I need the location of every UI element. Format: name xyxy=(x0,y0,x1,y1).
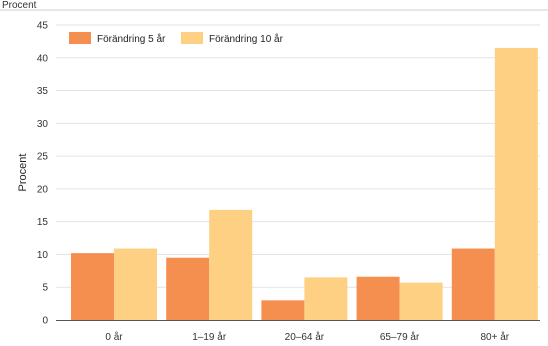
x-tick-label: 80+ år xyxy=(480,331,509,343)
legend-swatch-10yr xyxy=(181,32,203,44)
y-tick-label: 20 xyxy=(37,184,49,195)
y-axis-title: Procent xyxy=(17,154,29,192)
gridlines xyxy=(56,24,540,288)
legend-label-5yr: Förändring 5 år xyxy=(97,33,166,45)
y-tick-label: 10 xyxy=(37,250,49,261)
bar-5yr-0 xyxy=(71,253,114,320)
x-axis-ticks: 0 år 1–19 år 20–64 år 65–79 år 80+ år xyxy=(105,331,509,343)
x-tick-label: 65–79 år xyxy=(380,331,420,343)
y-tick-label: 5 xyxy=(42,283,48,294)
legend: Förändring 5 år Förändring 10 år xyxy=(69,32,284,45)
y-tick-label: 45 xyxy=(37,21,49,32)
x-tick-label: 1–19 år xyxy=(192,331,227,343)
top-unit-label: Procent xyxy=(2,0,37,11)
bar-5yr-1 xyxy=(166,257,210,320)
x-tick-label: 20–64 år xyxy=(285,331,325,343)
y-tick-label: 0 xyxy=(42,316,48,327)
y-tick-label: 30 xyxy=(37,119,49,130)
bar-5yr-3 xyxy=(356,276,400,320)
legend-swatch-5yr xyxy=(69,32,91,44)
y-tick-label: 35 xyxy=(37,86,49,97)
bar-10yr-3 xyxy=(399,282,443,320)
bars xyxy=(71,47,538,320)
bar-5yr-4 xyxy=(451,248,495,320)
bar-10yr-0 xyxy=(114,248,157,320)
x-tick-label: 0 år xyxy=(105,331,123,343)
bar-10yr-2 xyxy=(304,277,348,320)
y-tick-label: 25 xyxy=(37,152,49,163)
legend-label-10yr: Förändring 10 år xyxy=(209,33,284,45)
y-axis-ticks: 0 5 10 15 20 25 30 35 40 45 xyxy=(37,21,49,327)
y-tick-label: 15 xyxy=(37,217,49,228)
bar-10yr-4 xyxy=(494,47,538,320)
y-tick-label: 40 xyxy=(37,53,49,64)
bar-5yr-2 xyxy=(261,300,305,320)
bar-10yr-1 xyxy=(209,209,253,320)
